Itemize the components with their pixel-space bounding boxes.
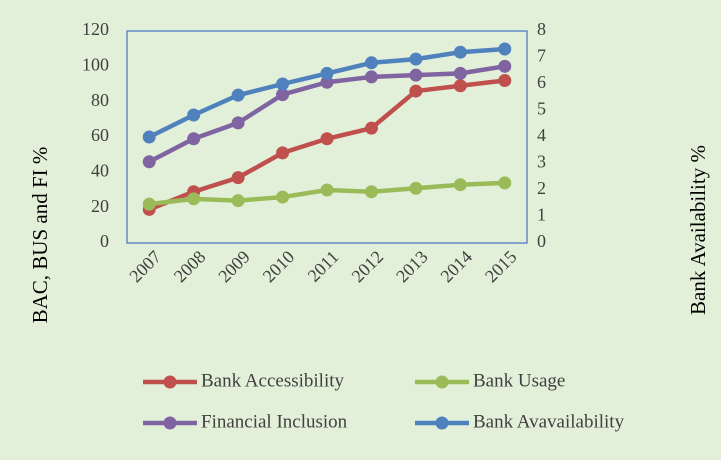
y2-tick-label: 0 <box>537 231 546 251</box>
legend-marker <box>163 416 177 430</box>
data-point <box>498 42 512 56</box>
data-point <box>276 190 290 204</box>
y-tick-label: 40 <box>91 160 109 180</box>
legend-marker <box>163 375 177 389</box>
y2-tick-label: 7 <box>537 46 546 66</box>
data-point <box>276 77 290 91</box>
data-point <box>453 45 467 59</box>
data-point <box>187 192 201 206</box>
data-point <box>364 121 378 135</box>
data-point <box>231 116 245 130</box>
data-point <box>187 108 201 122</box>
data-point <box>409 52 423 66</box>
legend-text: Financial Inclusion <box>201 411 348 432</box>
data-point <box>231 194 245 208</box>
data-point <box>409 84 423 98</box>
y2-axis-title: Bank Availability % <box>686 145 710 315</box>
plot-area <box>126 30 528 244</box>
data-point <box>364 56 378 70</box>
y-tick-label: 60 <box>91 125 109 145</box>
legend-marker <box>435 375 449 389</box>
y-tick-label: 20 <box>91 196 109 216</box>
y-tick-label: 120 <box>82 19 109 39</box>
y2-tick-label: 4 <box>537 125 546 145</box>
data-point <box>320 183 334 197</box>
data-point <box>276 146 290 160</box>
data-point <box>453 79 467 93</box>
data-point <box>364 70 378 84</box>
legend-text: Bank Avavailability <box>473 411 625 432</box>
y2-tick-label: 5 <box>537 99 546 119</box>
data-point <box>142 130 156 144</box>
data-point <box>453 178 467 192</box>
y2-tick-label: 1 <box>537 205 546 225</box>
data-point <box>409 181 423 195</box>
y2-tick-label: 8 <box>537 19 546 39</box>
legend-text: Bank Accessibility <box>201 370 345 391</box>
data-point <box>409 68 423 82</box>
data-point <box>231 171 245 185</box>
y2-tick-label: 2 <box>537 178 546 198</box>
legend-text: Bank Usage <box>473 370 565 391</box>
y-tick-label: 80 <box>91 90 109 110</box>
y2-tick-label: 3 <box>537 152 546 172</box>
y-tick-label: 100 <box>82 54 109 74</box>
data-point <box>142 155 156 169</box>
data-point <box>276 88 290 102</box>
data-point <box>142 197 156 211</box>
data-point <box>320 132 334 146</box>
data-point <box>453 66 467 80</box>
data-point <box>498 73 512 87</box>
y-axis-title: BAC, BUS and FI % <box>28 147 52 324</box>
data-point <box>364 185 378 199</box>
data-point <box>498 176 512 190</box>
data-point <box>320 66 334 80</box>
data-point <box>187 132 201 146</box>
y2-tick-label: 6 <box>537 72 546 92</box>
data-point <box>498 59 512 73</box>
data-point <box>231 88 245 102</box>
legend-marker <box>435 416 449 430</box>
y-tick-label: 0 <box>100 231 109 251</box>
